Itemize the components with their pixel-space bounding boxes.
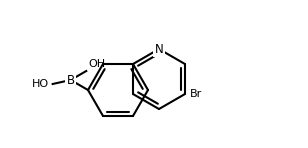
Text: Br: Br (190, 89, 202, 99)
Text: HO: HO (31, 79, 49, 89)
Text: OH: OH (88, 59, 105, 69)
Text: B: B (67, 74, 75, 86)
Text: N: N (155, 42, 163, 56)
